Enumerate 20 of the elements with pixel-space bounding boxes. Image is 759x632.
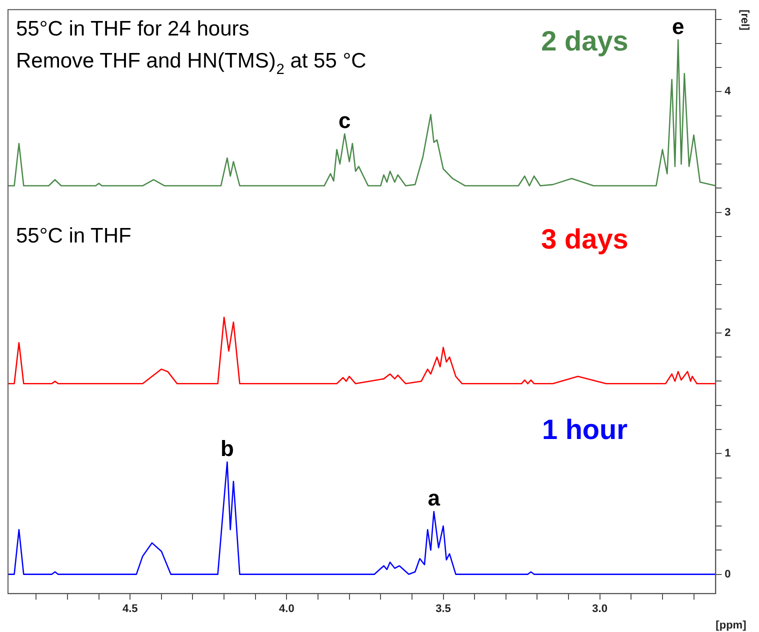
x-tick-label: 3.0 <box>592 603 608 616</box>
y-tick-label: 0 <box>724 568 731 580</box>
y-axis-title: [rel] <box>738 10 750 31</box>
x-tick-label: 4.5 <box>122 603 138 616</box>
text: 3 days <box>541 224 628 255</box>
series-label: 2 days <box>541 26 628 57</box>
y-tick-label: 3 <box>724 206 731 218</box>
annotation: b <box>220 436 234 462</box>
y-tick-label: 2 <box>724 327 731 340</box>
x-tick-label: 3.5 <box>436 603 451 616</box>
text: 1 hour <box>542 414 628 446</box>
y-tick-label: 4 <box>724 86 732 98</box>
y-tick-label: 1 <box>724 448 731 460</box>
annotation: 55°C in THF <box>16 224 132 248</box>
annotation: c <box>338 108 351 133</box>
annotation: e <box>672 14 684 39</box>
annotation: a <box>428 486 441 511</box>
x-tick-label: 4.0 <box>279 603 294 616</box>
x-axis-title: [ppm] <box>716 619 747 632</box>
annotation: 55°C in THF for 24 hours <box>16 18 250 41</box>
